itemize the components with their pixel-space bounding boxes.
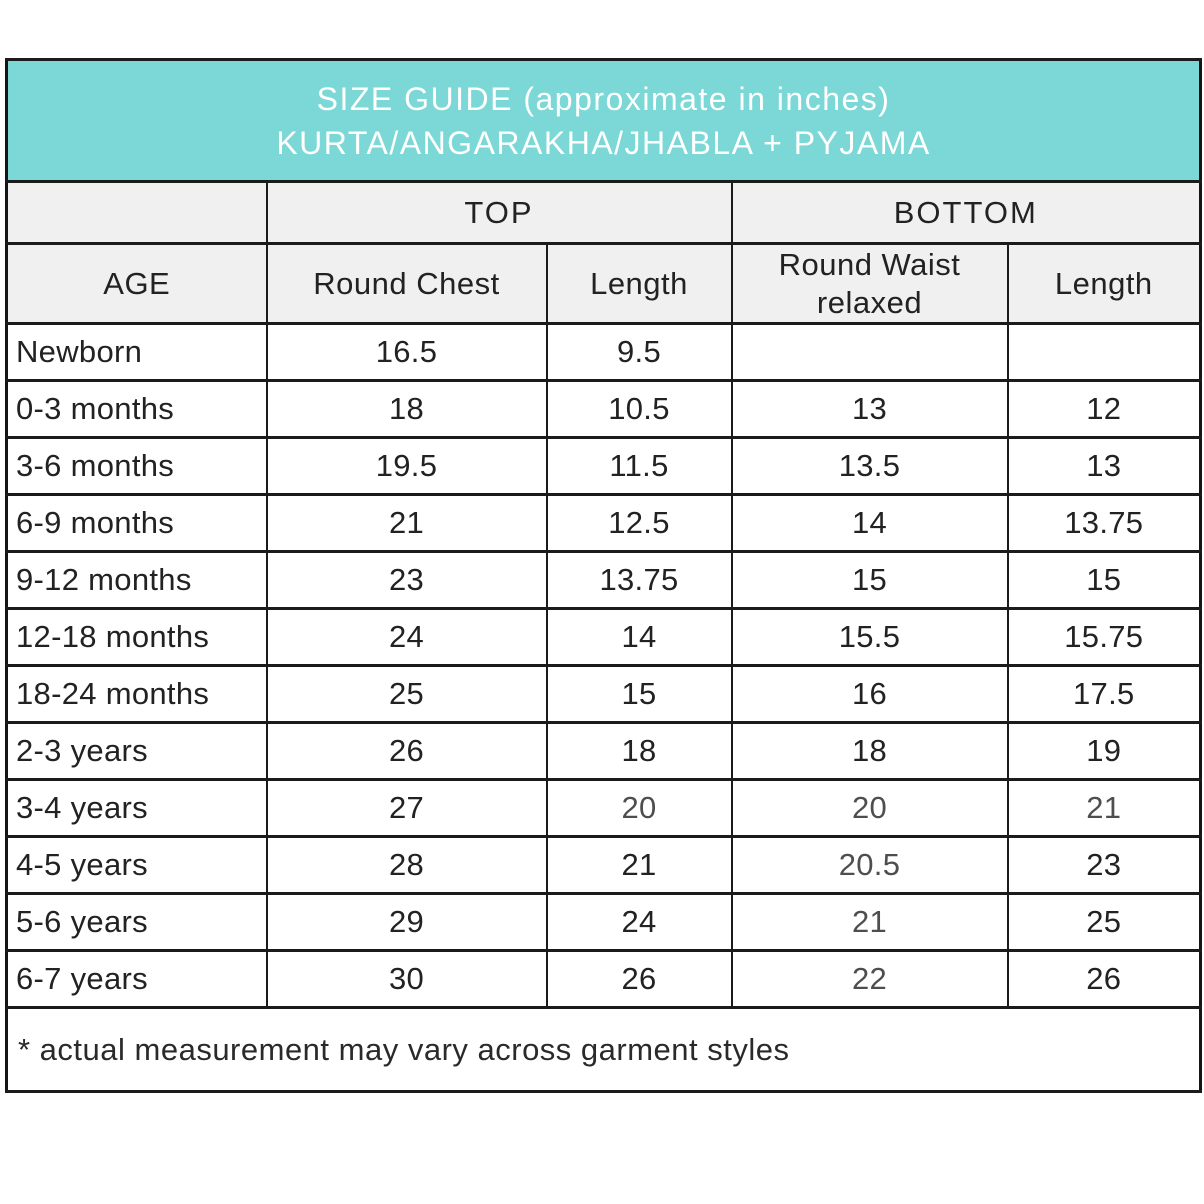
age-cell: 4-5 years [5,835,268,895]
age-cell: 9-12 months [5,550,268,610]
table-row: 0-3 months 18 10.5 13 12 [5,379,1202,439]
bottom-length-cell: 15.75 [1006,607,1202,667]
round-chest-cell: 27 [265,778,548,838]
column-header-round-chest: Round Chest [265,242,548,325]
bottom-length-cell: 13.75 [1006,493,1202,553]
table-row: 3-4 years 27 20 20 21 [5,778,1202,838]
bottom-length-cell [1006,322,1202,382]
group-header-top: TOP [265,180,733,245]
round-waist-cell: 21 [730,892,1009,952]
round-waist-cell: 13 [730,379,1009,439]
bottom-length-cell: 25 [1006,892,1202,952]
table-row: 18-24 months 25 15 16 17.5 [5,664,1202,724]
top-length-cell: 13.75 [545,550,733,610]
round-chest-cell: 23 [265,550,548,610]
column-header-round-waist: Round Waist relaxed [730,242,1009,325]
table-row: 2-3 years 26 18 18 19 [5,721,1202,781]
top-length-cell: 15 [545,664,733,724]
column-header-age: AGE [5,242,268,325]
table-subtitle: KURTA/ANGARAKHA/JHABLA + PYJAMA [276,124,931,161]
round-waist-cell: 16 [730,664,1009,724]
table-row: Newborn 16.5 9.5 [5,322,1202,382]
table-row: 6-7 years 30 26 22 26 [5,949,1202,1009]
age-cell: 0-3 months [5,379,268,439]
bottom-length-cell: 17.5 [1006,664,1202,724]
table-row: 6-9 months 21 12.5 14 13.75 [5,493,1202,553]
column-header-row: AGE Round Chest Length Round Waist relax… [5,242,1202,325]
top-length-cell: 18 [545,721,733,781]
top-length-cell: 12.5 [545,493,733,553]
round-waist-cell: 22 [730,949,1009,1009]
column-header-top-length: Length [545,242,733,325]
round-chest-cell: 19.5 [265,436,548,496]
round-waist-cell: 15.5 [730,607,1009,667]
round-chest-cell: 21 [265,493,548,553]
round-chest-cell: 30 [265,949,548,1009]
round-chest-cell: 26 [265,721,548,781]
top-length-cell: 21 [545,835,733,895]
title-banner: SIZE GUIDE (approximate in inches) KURTA… [5,58,1202,183]
table-row: 5-6 years 29 24 21 25 [5,892,1202,952]
footnote: * actual measurement may vary across gar… [5,1006,1202,1093]
footnote-row: * actual measurement may vary across gar… [5,1006,1202,1093]
top-length-cell: 9.5 [545,322,733,382]
table-row: 9-12 months 23 13.75 15 15 [5,550,1202,610]
top-length-cell: 11.5 [545,436,733,496]
top-length-cell: 24 [545,892,733,952]
age-cell: 6-7 years [5,949,268,1009]
bottom-length-cell: 15 [1006,550,1202,610]
age-cell: 18-24 months [5,664,268,724]
round-chest-cell: 25 [265,664,548,724]
table-title: SIZE GUIDE (approximate in inches) [316,80,891,117]
group-header-row: TOP BOTTOM [5,180,1202,245]
top-length-cell: 10.5 [545,379,733,439]
table-row: 4-5 years 28 21 20.5 23 [5,835,1202,895]
age-cell: 3-6 months [5,436,268,496]
round-waist-cell: 18 [730,721,1009,781]
age-cell: 5-6 years [5,892,268,952]
size-guide-table: SIZE GUIDE (approximate in inches) KURTA… [5,58,1203,1093]
bottom-length-cell: 13 [1006,436,1202,496]
round-waist-cell [730,322,1009,382]
round-chest-cell: 16.5 [265,322,548,382]
bottom-length-cell: 19 [1006,721,1202,781]
round-waist-cell: 20 [730,778,1009,838]
bottom-length-cell: 12 [1006,379,1202,439]
round-chest-cell: 24 [265,607,548,667]
title-banner-row: SIZE GUIDE (approximate in inches) KURTA… [5,58,1202,183]
round-chest-cell: 28 [265,835,548,895]
round-chest-cell: 18 [265,379,548,439]
top-length-cell: 14 [545,607,733,667]
round-chest-cell: 29 [265,892,548,952]
column-header-bottom-length: Length [1006,242,1202,325]
group-header-bottom: BOTTOM [730,180,1202,245]
round-waist-cell: 20.5 [730,835,1009,895]
bottom-length-cell: 26 [1006,949,1202,1009]
age-cell: Newborn [5,322,268,382]
bottom-length-cell: 23 [1006,835,1202,895]
age-cell: 2-3 years [5,721,268,781]
table-row: 3-6 months 19.5 11.5 13.5 13 [5,436,1202,496]
top-length-cell: 26 [545,949,733,1009]
bottom-length-cell: 21 [1006,778,1202,838]
top-length-cell: 20 [545,778,733,838]
table-row: 12-18 months 24 14 15.5 15.75 [5,607,1202,667]
group-header-spacer [5,180,268,245]
round-waist-cell: 14 [730,493,1009,553]
age-cell: 12-18 months [5,607,268,667]
round-waist-cell: 13.5 [730,436,1009,496]
age-cell: 6-9 months [5,493,268,553]
round-waist-cell: 15 [730,550,1009,610]
age-cell: 3-4 years [5,778,268,838]
